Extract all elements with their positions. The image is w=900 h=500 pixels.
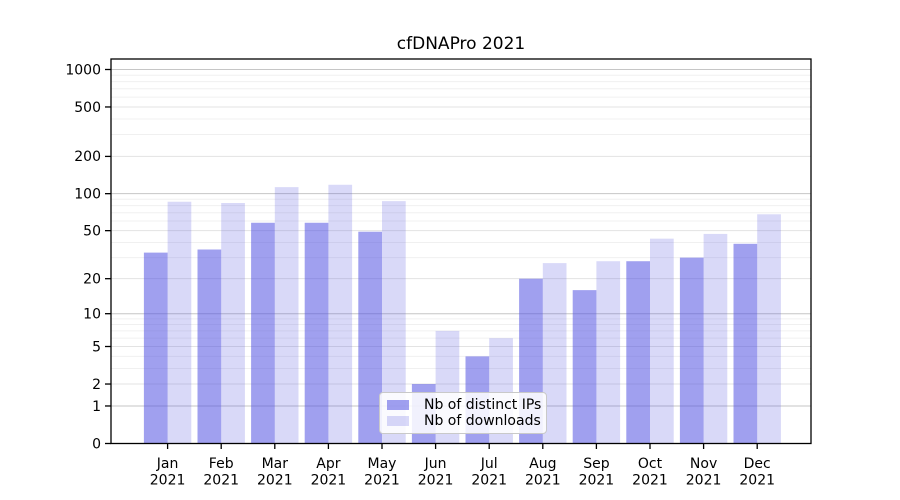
x-tick-label-year: 2021 <box>203 473 239 489</box>
x-tick-label-month: Apr <box>316 456 340 472</box>
x-tick-label-month: Jul <box>480 456 498 472</box>
x-tick-label-year: 2021 <box>418 473 454 489</box>
bar-distinct-ips-may <box>358 231 382 444</box>
bar-downloads-feb <box>221 203 245 444</box>
x-tick-label-year: 2021 <box>471 473 507 489</box>
x-tick-label-year: 2021 <box>632 473 668 489</box>
x-tick-label-year: 2021 <box>150 473 186 489</box>
bar-downloads-may <box>382 201 406 444</box>
y-tick-label: 0 <box>92 436 101 452</box>
legend-label-downloads: Nb of downloads <box>424 413 541 430</box>
x-tick-label-year: 2021 <box>739 473 775 489</box>
bar-downloads-mar <box>274 187 299 444</box>
x-tick-label-year: 2021 <box>525 473 561 489</box>
bar-distinct-ips-dec <box>733 243 758 444</box>
x-tick-label-month: Sep <box>583 456 610 472</box>
bar-distinct-ips-nov <box>679 257 704 444</box>
x-tick-label-month: Feb <box>209 456 234 472</box>
x-tick-label-month: Jan <box>156 456 179 472</box>
bar-distinct-ips-apr <box>304 222 329 444</box>
x-tick-label-month: Nov <box>690 456 717 472</box>
bar-distinct-ips-jan <box>143 252 168 444</box>
bar-distinct-ips-sep <box>572 290 597 444</box>
bar-downloads-apr <box>328 184 353 444</box>
legend: Nb of distinct IPs Nb of downloads <box>379 392 547 434</box>
x-tick-label-month: Aug <box>529 456 556 472</box>
x-tick-label-month: Mar <box>262 456 289 472</box>
x-tick-label-month: Oct <box>638 456 663 472</box>
y-tick-label: 1 <box>92 399 101 415</box>
y-tick-label: 5 <box>92 339 101 355</box>
legend-item-distinct-ips: Nb of distinct IPs <box>387 398 546 412</box>
bar-downloads-nov <box>703 233 728 444</box>
legend-swatch-distinct-ips <box>387 399 409 410</box>
x-tick-label-year: 2021 <box>364 473 400 489</box>
bar-downloads-oct <box>650 238 674 444</box>
x-tick-label-month: May <box>368 456 397 472</box>
y-tick-label: 20 <box>83 271 101 287</box>
bar-downloads-dec <box>757 214 781 444</box>
y-tick-label: 1000 <box>65 62 101 78</box>
bar-downloads-jan <box>167 201 192 444</box>
plot-border <box>110 58 812 445</box>
y-tick-label: 50 <box>83 223 101 239</box>
y-tick-label: 2 <box>92 377 101 393</box>
x-tick-label-year: 2021 <box>311 473 347 489</box>
bar-distinct-ips-feb <box>197 249 222 444</box>
bar-downloads-aug <box>542 263 567 444</box>
x-tick-label-month: Jun <box>424 456 447 472</box>
legend-label-distinct-ips: Nb of distinct IPs <box>424 396 542 413</box>
x-tick-label-month: Dec <box>744 456 771 472</box>
legend-swatch-downloads <box>387 416 409 427</box>
bar-downloads-sep <box>596 261 621 444</box>
x-tick-label-year: 2021 <box>257 473 293 489</box>
x-tick-label-year: 2021 <box>686 473 722 489</box>
y-tick-label: 200 <box>74 149 101 165</box>
y-tick-label: 100 <box>74 186 101 202</box>
y-tick-label: 500 <box>74 100 101 116</box>
bar-distinct-ips-mar <box>251 222 275 444</box>
legend-item-downloads: Nb of downloads <box>387 414 546 428</box>
x-tick-label-year: 2021 <box>579 473 615 489</box>
bar-distinct-ips-oct <box>626 261 650 444</box>
chart-title: cfDNAPro 2021 <box>396 34 526 54</box>
y-tick-label: 10 <box>83 306 101 322</box>
